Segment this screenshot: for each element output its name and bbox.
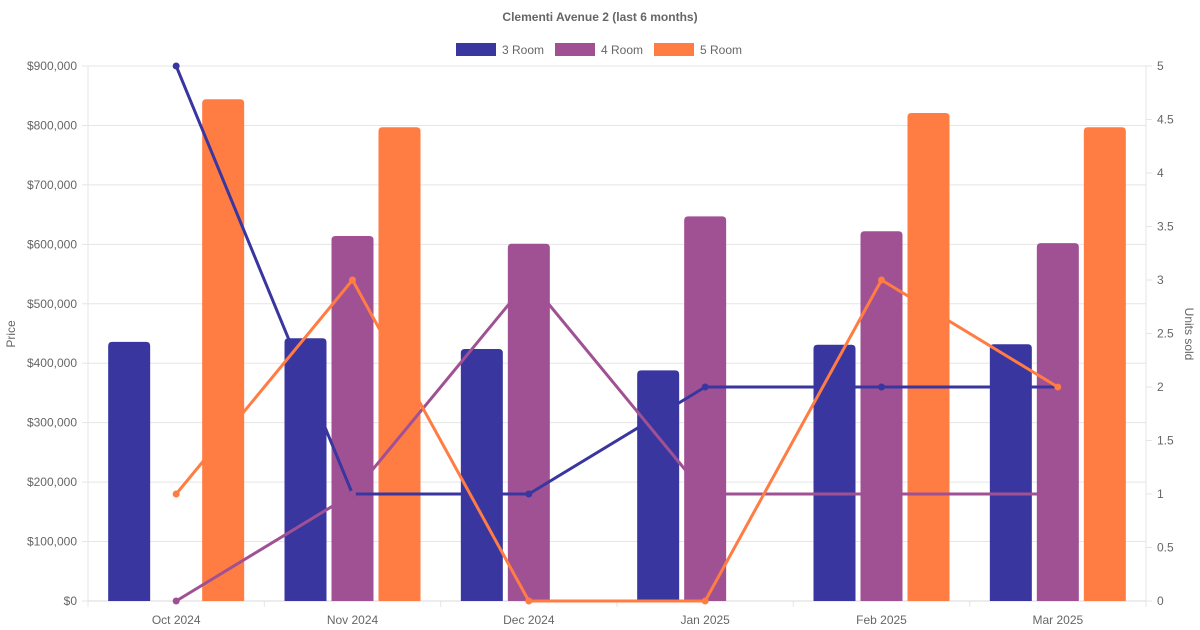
y2-tick-label: 2.5	[1157, 327, 1174, 341]
line-point[interactable]	[701, 597, 709, 605]
y-tick-label: $0	[64, 594, 78, 608]
y-tick-label: $300,000	[27, 416, 77, 430]
legend-label[interactable]: 3 Room	[502, 43, 544, 57]
bar-4-room[interactable]	[331, 236, 374, 601]
x-tick-label: Feb 2025	[856, 613, 907, 627]
bars	[108, 99, 1126, 602]
line-point[interactable]	[349, 276, 356, 284]
y2-tick-label: 5	[1157, 59, 1164, 73]
legend-swatch	[555, 43, 595, 56]
line-point[interactable]	[172, 597, 180, 605]
line-point[interactable]	[525, 490, 533, 498]
bar-3-room[interactable]	[460, 348, 503, 601]
line-point[interactable]	[878, 383, 885, 391]
x-axis: Oct 2024 Nov 2024 Dec 2024 Jan 2025 Feb 2025…	[87, 601, 1084, 627]
y2-tick-label: 1	[1157, 487, 1164, 501]
line-point[interactable]	[1054, 383, 1062, 391]
y2-axis-title: Units sold	[1182, 308, 1196, 361]
y-axis-right: 0 0.5 1 1.5 2 2.5 3 3.5 4 4.5 5	[1146, 59, 1174, 608]
line-point[interactable]	[878, 276, 885, 284]
line-point[interactable]	[349, 490, 356, 498]
line-point[interactable]	[1054, 490, 1062, 498]
y2-tick-label: 3	[1157, 273, 1164, 287]
line-point[interactable]	[172, 490, 180, 498]
y-axis-title: Price	[4, 320, 18, 348]
legend: 3 Room 4 Room 5 Room	[456, 43, 742, 57]
y2-tick-label: 2	[1157, 380, 1164, 394]
bar-5-room[interactable]	[907, 112, 950, 601]
y-tick-label: $100,000	[27, 535, 77, 549]
bar-5-room[interactable]	[202, 99, 245, 602]
bar-3-room[interactable]	[989, 344, 1032, 601]
line-point[interactable]	[525, 597, 533, 605]
line-point[interactable]	[525, 276, 533, 284]
bar-4-room[interactable]	[860, 231, 903, 601]
y-tick-label: $400,000	[27, 356, 77, 370]
y2-tick-label: 0	[1157, 594, 1164, 608]
x-tick-label: Dec 2024	[503, 613, 555, 627]
y2-tick-label: 3.5	[1157, 220, 1174, 234]
legend-swatch	[456, 43, 496, 56]
lines	[172, 62, 1062, 605]
line-3-room	[174, 65, 1058, 496]
y-tick-label: $600,000	[27, 237, 77, 251]
bar-4-room[interactable]	[1036, 243, 1079, 601]
y-axis-left: $0 $100,000 $200,000 $300,000 $400,000 $500,0…	[27, 59, 77, 608]
y2-tick-label: 1.5	[1157, 434, 1174, 448]
y-tick-label: $800,000	[27, 118, 77, 132]
chart-title: Clementi Avenue 2 (last 6 months)	[502, 10, 697, 24]
bar-3-room[interactable]	[637, 370, 680, 601]
y-tick-label: $900,000	[27, 59, 77, 73]
y-tick-label: $500,000	[27, 297, 77, 311]
x-tick-label: Mar 2025	[1032, 613, 1083, 627]
bar-4-room[interactable]	[684, 216, 727, 601]
line-point[interactable]	[172, 62, 180, 70]
x-tick-label: Jan 2025	[680, 613, 730, 627]
legend-label[interactable]: 4 Room	[601, 43, 643, 57]
bar-3-room[interactable]	[108, 341, 151, 601]
bar-5-room[interactable]	[1083, 127, 1126, 601]
line-point[interactable]	[701, 490, 709, 498]
line-5-room	[175, 278, 1059, 603]
line-point[interactable]	[701, 383, 709, 391]
x-tick-label: Nov 2024	[327, 613, 379, 627]
x-tick-label: Oct 2024	[152, 613, 201, 627]
y-tick-label: $200,000	[27, 475, 77, 489]
y2-tick-label: 0.5	[1157, 541, 1174, 555]
y2-tick-label: 4	[1157, 166, 1164, 180]
bar-4-room[interactable]	[507, 243, 550, 601]
bar-3-room[interactable]	[813, 344, 856, 601]
legend-label[interactable]: 5 Room	[700, 43, 742, 57]
y-tick-label: $700,000	[27, 178, 77, 192]
line-4-room	[175, 278, 1058, 603]
line-point[interactable]	[878, 490, 885, 498]
y2-tick-label: 4.5	[1157, 113, 1174, 127]
legend-swatch	[654, 43, 694, 56]
